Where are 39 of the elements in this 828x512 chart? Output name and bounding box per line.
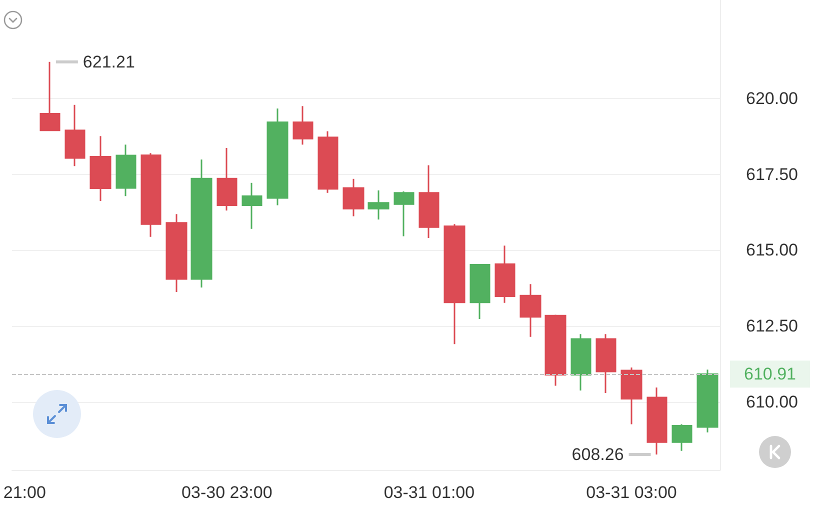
candlestick xyxy=(266,108,288,206)
annotation: 608.26 xyxy=(572,445,624,464)
candlestick xyxy=(116,144,136,197)
x-tick-label: 03-30 23:00 xyxy=(182,483,272,502)
candlestick xyxy=(394,190,414,237)
candlestick xyxy=(292,105,314,146)
candlestick xyxy=(418,164,440,239)
candlestick xyxy=(166,213,188,293)
candlestick xyxy=(672,423,692,452)
candlestick xyxy=(696,368,718,434)
candlestick xyxy=(64,104,86,167)
annotation: 621.21 xyxy=(82,52,135,72)
x-tick-label: 21:00 xyxy=(3,483,46,502)
x-tick-label: 03-31 03:00 xyxy=(586,483,677,502)
candlestick xyxy=(190,158,212,288)
candlestick xyxy=(444,223,466,345)
candlestick xyxy=(620,366,642,425)
y-tick-label: 612.50 xyxy=(746,316,798,336)
candlestick xyxy=(140,152,162,238)
candlestick xyxy=(342,178,364,217)
candlestick xyxy=(470,264,490,320)
candlestick xyxy=(646,386,668,456)
x-tick-label: 03-31 01:00 xyxy=(384,483,475,502)
candlestick xyxy=(520,283,542,338)
candlestick xyxy=(40,61,60,132)
candlestick xyxy=(596,333,616,394)
candlestick xyxy=(544,314,566,386)
candlestick xyxy=(368,190,390,220)
candlestick xyxy=(216,147,238,212)
candlestick xyxy=(570,333,592,392)
y-tick-label: 615.00 xyxy=(746,240,798,260)
y-tick-label: 610.00 xyxy=(746,392,798,412)
ref-line-label: 610.91 xyxy=(744,364,796,384)
y-tick-label: 620.00 xyxy=(746,89,798,108)
candlestick xyxy=(318,130,338,194)
candlestick xyxy=(494,244,516,304)
candlestick xyxy=(90,135,112,202)
candlestick xyxy=(242,182,262,230)
y-tick-label: 617.50 xyxy=(746,164,798,184)
